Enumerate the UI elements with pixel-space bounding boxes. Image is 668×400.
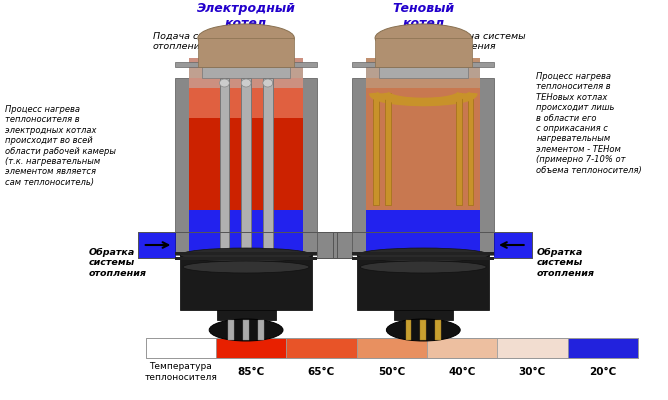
Text: 65°C: 65°C: [308, 367, 335, 377]
Bar: [189, 78, 303, 210]
Ellipse shape: [263, 79, 273, 87]
Text: 85°C: 85°C: [238, 367, 265, 377]
Bar: [189, 58, 303, 88]
Bar: [366, 68, 480, 78]
Bar: [216, 310, 276, 320]
Bar: [357, 255, 489, 310]
Bar: [241, 78, 251, 250]
Bar: [243, 320, 249, 340]
Bar: [353, 257, 494, 260]
Text: Температура
теплоносителя: Температура теплоносителя: [144, 362, 217, 382]
Text: 50°C: 50°C: [378, 367, 405, 377]
Text: 30°C: 30°C: [519, 367, 546, 377]
Bar: [202, 62, 291, 78]
Bar: [366, 210, 480, 255]
Bar: [405, 320, 411, 340]
Bar: [228, 320, 234, 340]
Bar: [357, 338, 427, 358]
Bar: [189, 68, 303, 78]
Bar: [258, 320, 264, 340]
Bar: [175, 78, 317, 255]
Bar: [353, 252, 494, 255]
Bar: [353, 62, 494, 67]
Bar: [146, 338, 216, 358]
Ellipse shape: [386, 319, 460, 341]
Ellipse shape: [183, 261, 309, 273]
Bar: [427, 338, 497, 358]
Bar: [379, 62, 468, 78]
Bar: [393, 310, 453, 320]
Bar: [220, 78, 229, 250]
Text: Электродный
котел: Электродный котел: [196, 2, 295, 30]
Bar: [317, 232, 337, 258]
Ellipse shape: [180, 248, 312, 262]
Bar: [138, 232, 337, 258]
Ellipse shape: [220, 79, 229, 87]
Text: Обратка
системы
отопления: Обратка системы отопления: [89, 248, 146, 278]
Bar: [456, 93, 462, 205]
Bar: [175, 252, 317, 255]
Text: Обратка
системы
отопления: Обратка системы отопления: [536, 248, 595, 278]
Text: Подача системы
отопления: Подача системы отопления: [152, 32, 235, 51]
Bar: [189, 210, 303, 255]
Bar: [366, 78, 480, 255]
Ellipse shape: [198, 24, 295, 52]
Bar: [333, 232, 353, 258]
Bar: [497, 338, 568, 358]
Bar: [216, 338, 287, 358]
Bar: [175, 257, 317, 260]
Ellipse shape: [209, 319, 283, 341]
Bar: [353, 78, 494, 255]
Bar: [263, 78, 273, 250]
Text: Процесс нагрева
теплоносителя в
электродных котлах
происходит во всей
области ра: Процесс нагрева теплоносителя в электрод…: [5, 105, 116, 187]
Ellipse shape: [357, 248, 489, 262]
Bar: [175, 62, 317, 67]
Bar: [366, 78, 480, 210]
Bar: [385, 93, 391, 205]
Bar: [366, 58, 480, 88]
Bar: [375, 38, 472, 67]
Bar: [138, 232, 175, 258]
Bar: [420, 320, 426, 340]
Ellipse shape: [375, 24, 472, 52]
Ellipse shape: [241, 79, 251, 87]
Bar: [333, 232, 532, 258]
Bar: [198, 38, 295, 67]
Bar: [180, 255, 312, 310]
Text: 40°C: 40°C: [448, 367, 476, 377]
Text: Процесс нагрева
теплоносителя в
ТЕНовых котлах
происходит лишь
в области его
с о: Процесс нагрева теплоносителя в ТЕНовых …: [536, 72, 642, 174]
Bar: [373, 93, 379, 205]
Bar: [568, 338, 638, 358]
Bar: [494, 232, 532, 258]
Bar: [287, 338, 357, 358]
Text: Подача системы
отопления: Подача системы отопления: [443, 32, 526, 51]
Bar: [435, 320, 441, 340]
Bar: [468, 93, 474, 205]
Text: 20°C: 20°C: [589, 367, 617, 377]
Ellipse shape: [360, 261, 486, 273]
Bar: [189, 78, 303, 118]
Bar: [146, 338, 638, 358]
Text: Теновый
котел: Теновый котел: [392, 2, 454, 30]
